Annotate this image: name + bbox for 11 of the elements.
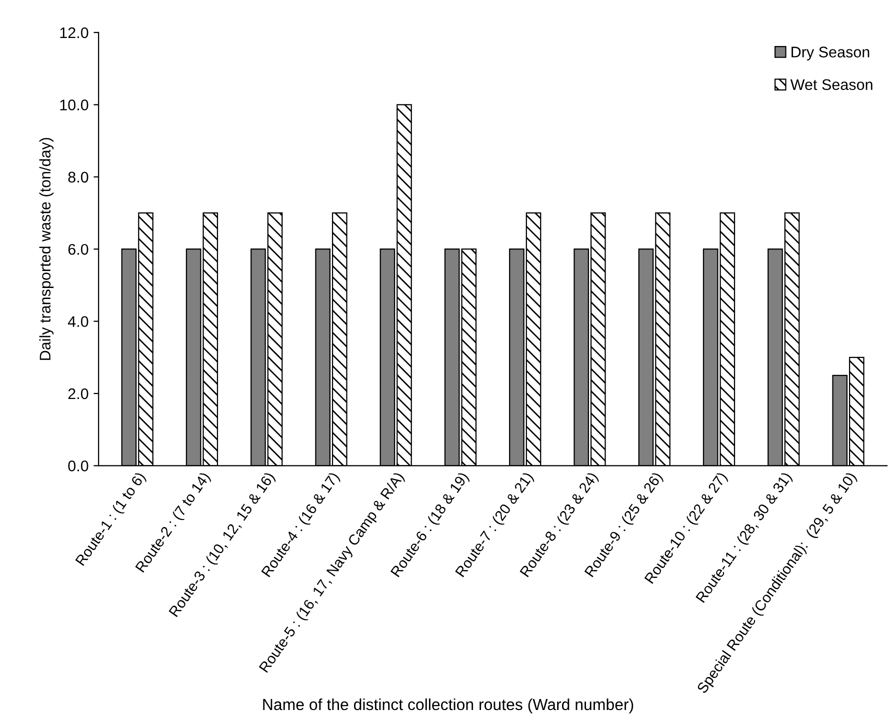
y-axis-title: Daily transported waste (ton/day) <box>39 138 54 360</box>
y-tick-label: 12.0 <box>60 27 88 38</box>
x-axis-title: Name of the distinct collection routes (Ward number) <box>263 698 634 714</box>
y-tick-label: 2.0 <box>68 388 88 400</box>
y-tick-label: 0.0 <box>68 460 88 472</box>
y-tick-label: 10.0 <box>60 100 88 110</box>
legend-label: Wet Season <box>790 79 872 90</box>
y-tick-label: 6.0 <box>68 244 88 255</box>
legend-label: Dry Season <box>792 46 870 60</box>
y-tick-label: 8.0 <box>68 172 88 183</box>
y-tick-label: 4.0 <box>68 316 88 327</box>
